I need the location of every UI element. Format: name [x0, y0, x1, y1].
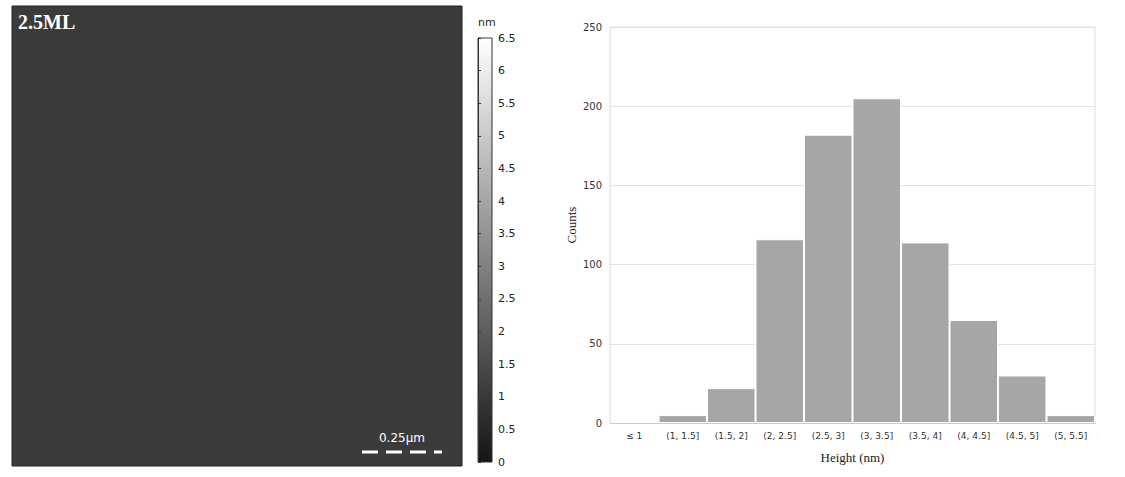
- svg-text:200: 200: [583, 101, 602, 112]
- svg-text:0: 0: [596, 418, 602, 429]
- svg-text:6.5: 6.5: [498, 32, 516, 45]
- svg-text:50: 50: [589, 338, 602, 349]
- svg-text:4.5: 4.5: [498, 162, 516, 175]
- svg-text:(5, 5.5]: (5, 5.5]: [1054, 431, 1087, 441]
- svg-text:(2, 2.5]: (2, 2.5]: [763, 431, 796, 441]
- svg-text:1: 1: [498, 390, 505, 403]
- svg-text:250: 250: [583, 22, 602, 33]
- svg-text:3.5: 3.5: [498, 227, 516, 240]
- svg-text:≤ 1: ≤ 1: [626, 431, 642, 441]
- svg-text:(1, 1.5]: (1, 1.5]: [666, 431, 699, 441]
- svg-text:0.5: 0.5: [498, 423, 516, 436]
- svg-text:(3, 3.5]: (3, 3.5]: [860, 431, 893, 441]
- svg-text:4: 4: [498, 195, 505, 208]
- svg-text:(3.5, 4]: (3.5, 4]: [909, 431, 942, 441]
- svg-text:0.25μm: 0.25μm: [379, 431, 425, 445]
- svg-text:(4, 4.5]: (4, 4.5]: [957, 431, 990, 441]
- svg-text:3: 3: [498, 260, 505, 273]
- svg-text:1.5: 1.5: [498, 358, 516, 371]
- svg-text:2.5: 2.5: [498, 292, 516, 305]
- svg-text:Counts: Counts: [564, 207, 579, 244]
- svg-text:100: 100: [583, 259, 602, 270]
- svg-text:150: 150: [583, 180, 602, 191]
- svg-text:6: 6: [498, 64, 505, 77]
- svg-text:0: 0: [498, 456, 505, 469]
- svg-text:Height (nm): Height (nm): [821, 450, 885, 465]
- svg-text:(1.5, 2]: (1.5, 2]: [715, 431, 748, 441]
- svg-text:nm: nm: [478, 16, 496, 29]
- svg-text:2: 2: [498, 325, 505, 338]
- svg-text:(4.5, 5]: (4.5, 5]: [1006, 431, 1039, 441]
- svg-text:5.5: 5.5: [498, 97, 516, 110]
- svg-text:(2.5, 3]: (2.5, 3]: [812, 431, 845, 441]
- svg-text:2.5ML: 2.5ML: [18, 11, 75, 33]
- svg-text:5: 5: [498, 129, 505, 142]
